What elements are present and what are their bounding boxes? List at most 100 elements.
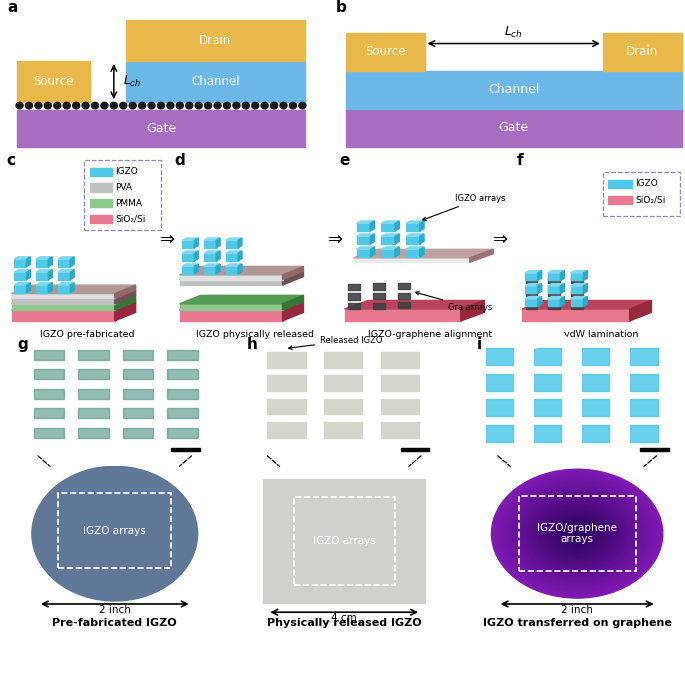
Polygon shape <box>548 296 564 299</box>
Circle shape <box>195 102 202 109</box>
Polygon shape <box>560 283 564 294</box>
Circle shape <box>25 102 33 109</box>
Bar <box>486 425 513 442</box>
Polygon shape <box>282 301 303 321</box>
Bar <box>373 283 385 290</box>
Bar <box>486 374 513 390</box>
Polygon shape <box>27 283 30 292</box>
Bar <box>627 423 660 444</box>
Bar <box>571 299 584 306</box>
Bar <box>486 348 513 365</box>
Polygon shape <box>58 283 74 285</box>
Text: IGZO pre-fabricated: IGZO pre-fabricated <box>40 331 134 340</box>
Bar <box>78 350 109 360</box>
Bar <box>167 409 197 418</box>
Bar <box>582 425 610 442</box>
Circle shape <box>261 102 269 109</box>
Bar <box>381 376 419 391</box>
Bar <box>34 409 64 418</box>
Bar <box>548 273 560 280</box>
Polygon shape <box>182 264 198 267</box>
Bar <box>348 303 360 309</box>
Polygon shape <box>406 221 424 223</box>
Polygon shape <box>71 270 74 280</box>
Bar <box>630 348 658 365</box>
Bar <box>549 290 560 296</box>
Polygon shape <box>371 221 375 231</box>
Ellipse shape <box>525 494 630 574</box>
Bar <box>571 273 584 280</box>
Ellipse shape <box>536 503 619 565</box>
Polygon shape <box>371 234 375 244</box>
Bar <box>531 397 564 418</box>
Polygon shape <box>71 257 74 267</box>
Circle shape <box>233 102 240 109</box>
Bar <box>34 350 64 360</box>
Bar <box>78 389 109 399</box>
Ellipse shape <box>498 474 656 593</box>
Text: Pre-fabricated IGZO: Pre-fabricated IGZO <box>53 619 177 628</box>
Polygon shape <box>14 270 30 272</box>
Bar <box>401 448 429 451</box>
Ellipse shape <box>562 522 593 545</box>
Text: ⇒: ⇒ <box>160 231 175 249</box>
Bar <box>356 249 371 257</box>
Text: c: c <box>7 153 16 168</box>
Polygon shape <box>395 234 399 244</box>
Polygon shape <box>204 251 220 253</box>
Bar <box>630 425 658 442</box>
Bar <box>582 348 610 365</box>
Bar <box>267 399 306 415</box>
Circle shape <box>148 102 155 109</box>
Bar <box>171 448 199 451</box>
Polygon shape <box>238 251 242 261</box>
Text: IGZO transferred on graphene: IGZO transferred on graphene <box>483 619 671 628</box>
Bar <box>204 253 216 261</box>
Bar <box>525 286 538 294</box>
Text: d: d <box>175 153 186 168</box>
Bar <box>179 280 282 285</box>
Text: Gra arrays: Gra arrays <box>416 292 493 312</box>
Polygon shape <box>71 283 74 292</box>
Polygon shape <box>195 251 198 261</box>
Polygon shape <box>538 283 542 294</box>
Ellipse shape <box>542 507 612 560</box>
Polygon shape <box>216 251 220 261</box>
Circle shape <box>138 102 146 109</box>
Text: Channel: Channel <box>191 75 240 88</box>
Bar <box>167 350 197 360</box>
Bar <box>531 372 564 393</box>
Circle shape <box>186 102 192 109</box>
Bar <box>373 303 385 309</box>
Polygon shape <box>179 267 303 275</box>
Bar <box>356 237 371 244</box>
Bar <box>294 498 395 585</box>
Polygon shape <box>49 283 52 292</box>
Ellipse shape <box>558 519 597 548</box>
Polygon shape <box>195 238 198 248</box>
Polygon shape <box>14 283 30 285</box>
Bar <box>58 272 71 280</box>
Bar <box>531 423 564 444</box>
Bar <box>34 428 64 438</box>
FancyBboxPatch shape <box>84 160 161 230</box>
Bar <box>571 286 584 294</box>
Polygon shape <box>195 264 198 274</box>
Bar <box>406 249 420 257</box>
Polygon shape <box>420 247 424 257</box>
Polygon shape <box>356 234 375 237</box>
Polygon shape <box>27 257 30 267</box>
Text: g: g <box>18 336 29 351</box>
Bar <box>483 423 516 444</box>
Circle shape <box>53 102 61 109</box>
Polygon shape <box>525 283 542 286</box>
Text: IGZO physically released: IGZO physically released <box>196 331 314 340</box>
Bar <box>78 428 109 438</box>
Bar <box>640 448 669 451</box>
Bar <box>406 237 420 244</box>
Text: Gate: Gate <box>146 122 176 135</box>
Polygon shape <box>584 296 587 306</box>
Bar <box>324 399 362 415</box>
Bar <box>397 283 410 290</box>
Bar <box>36 259 49 267</box>
